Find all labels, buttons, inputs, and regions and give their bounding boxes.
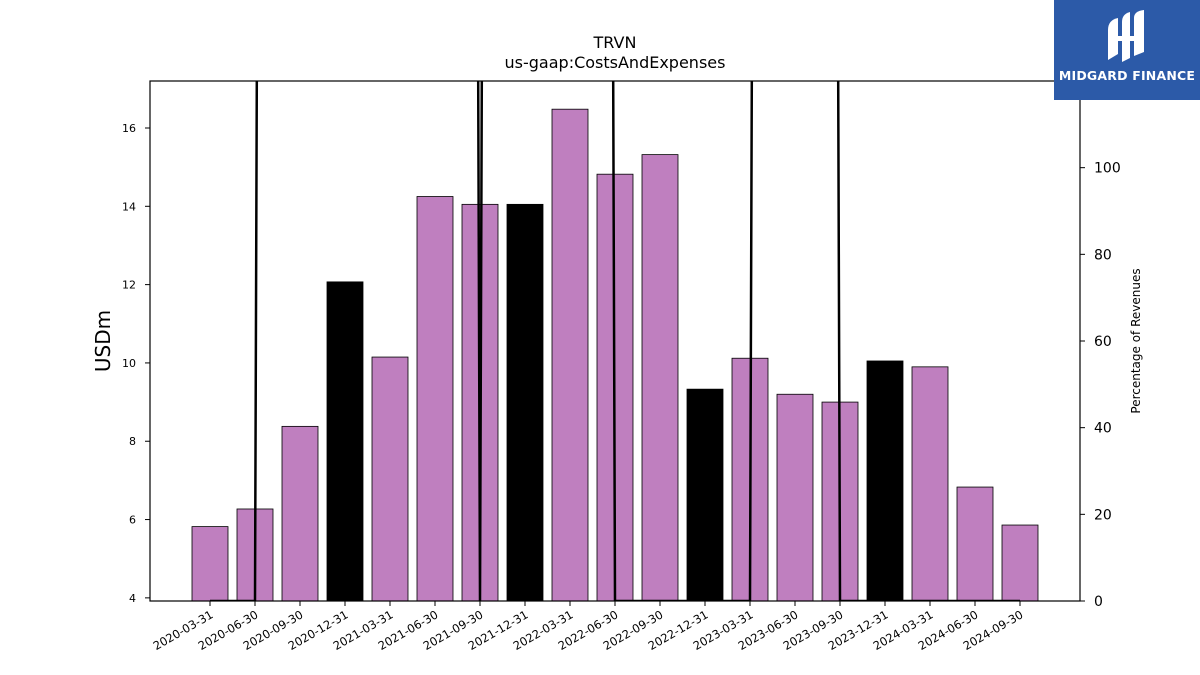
y2-axis-label: Percentage of Revenues [1129, 268, 1143, 413]
x-axis: 2020-03-312020-06-302020-09-302020-12-31… [151, 601, 1026, 653]
bar-2021-03-31 [371, 356, 409, 602]
bar-2020-12-31 [326, 281, 364, 602]
bar-2022-09-30 [641, 154, 679, 602]
y-tick-label: 4 [129, 592, 136, 605]
logo-mark-icon [1108, 10, 1144, 62]
y2-axis: 0 20 40 60 80 100 [1080, 161, 1121, 610]
bar-2023-12-31 [866, 360, 904, 602]
bar-2023-06-30 [776, 393, 814, 602]
y-tick-label: 10 [122, 357, 136, 370]
y-tick-label: 6 [129, 514, 136, 527]
bar-2021-06-30 [416, 196, 454, 602]
y2-tick-label: 80 [1094, 247, 1112, 263]
y-axis: 4 6 8 10 12 14 16 [122, 122, 150, 605]
chart-subtitle: us-gaap:CostsAndExpenses [505, 53, 726, 72]
y2-tick-label: 40 [1094, 421, 1112, 437]
y2-tick-label: 20 [1094, 507, 1112, 523]
bar-2022-03-31 [551, 108, 589, 602]
y-axis-label: USDm [91, 310, 115, 372]
bar-2021-12-31 [506, 203, 544, 602]
y-tick-label: 16 [122, 122, 136, 135]
y2-tick-label: 60 [1094, 334, 1112, 350]
y-tick-label: 14 [122, 200, 136, 213]
y-tick-label: 12 [122, 279, 136, 292]
midgard-finance-logo: MIDGARD FINANCE [1054, 0, 1200, 100]
bar-2020-03-31 [191, 526, 229, 602]
bar-2020-09-30 [281, 425, 319, 602]
y2-tick-label: 100 [1094, 161, 1121, 177]
logo-text: MIDGARD FINANCE [1058, 68, 1196, 83]
chart-title: TRVN [593, 33, 637, 52]
bar-2024-03-31 [911, 366, 949, 602]
bar-2024-09-30 [1001, 524, 1039, 602]
y2-tick-label: 0 [1094, 594, 1103, 610]
y-tick-label: 8 [129, 435, 136, 448]
bar-2024-06-30 [956, 486, 994, 602]
bar-2022-12-31 [686, 388, 724, 602]
